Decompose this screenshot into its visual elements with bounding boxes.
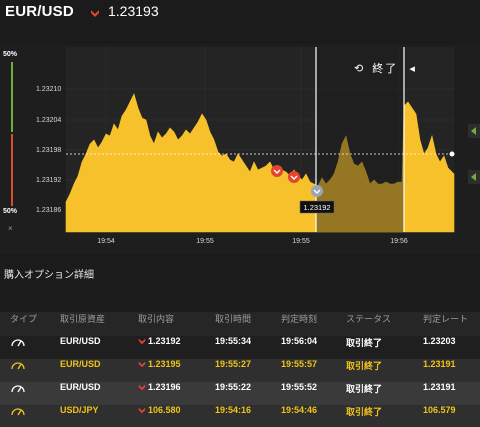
down-chevron-icon: [138, 361, 146, 368]
current-rate: 1.23193: [108, 3, 159, 19]
table-row[interactable]: EUR/USD 1.23196 19:55:22 19:55:52 取引終了 1.2319…: [0, 382, 480, 405]
price-chart[interactable]: 1.23210 1.23204 1.23198 1.23192 1.23186 19:5…: [0, 44, 480, 254]
x-tick-label: 19:55: [292, 238, 310, 245]
header-bar: EUR/USD 1.23193: [0, 0, 480, 28]
cell-asset: EUR/USD: [60, 382, 101, 392]
th-time: 取引時間: [215, 314, 252, 324]
cell-content: 1.23196: [138, 382, 181, 392]
gauge-top-label: 50%: [3, 51, 18, 58]
y-tick-label: 1.23210: [36, 86, 61, 93]
th-type: タイプ: [10, 314, 38, 324]
close-icon[interactable]: ×: [8, 224, 13, 233]
th-content: 取引内容: [138, 314, 175, 324]
marker-up-1: [271, 165, 283, 177]
down-chevron-icon: [138, 338, 146, 345]
down-chevron-icon: [138, 407, 146, 414]
expiry-label: 終了: [372, 63, 399, 75]
sentiment-gauge: 50% 50% ×: [0, 44, 24, 244]
section-title: 購入オプション詳細: [4, 270, 94, 281]
table-header: タイプ 取引原資産 取引内容 取引時間 判定時刻 ステータス 判定レート: [0, 312, 480, 336]
cell-judge-rate: 1.23191: [423, 359, 456, 369]
price-tooltip: 1.23192: [303, 203, 330, 212]
gauge-bottom-label: 50%: [3, 208, 18, 215]
cell-time: 19:55:27: [215, 359, 252, 369]
chart-panel: 50% 50% × 1.23210 1.23204 1.23198 1.23192 1.…: [0, 44, 480, 254]
marker-current: [311, 185, 323, 197]
expiry-tag: ⟲ 終了 ◂: [354, 60, 415, 76]
th-status: ステータス: [346, 314, 392, 324]
cell-judge-time: 19:54:46: [281, 405, 318, 415]
cell-status: 取引終了: [346, 361, 383, 371]
gauge-icon: [10, 359, 26, 373]
current-price-dot: [449, 151, 455, 157]
cell-asset: USD/JPY: [60, 405, 99, 415]
gauge-icon: [10, 336, 26, 350]
y-tick-label: 1.23186: [36, 207, 61, 214]
y-tick-label: 1.23198: [36, 147, 61, 154]
cell-content-value: 1.23195: [148, 359, 181, 369]
th-asset: 取引原資産: [60, 314, 106, 324]
side-tab-up[interactable]: [468, 124, 480, 138]
table-row[interactable]: EUR/USD 1.23192 19:55:34 19:56:04 取引終了 1.2320…: [0, 336, 480, 359]
cell-asset: EUR/USD: [60, 336, 101, 346]
y-tick-label: 1.23204: [36, 117, 61, 124]
table-row[interactable]: EUR/USD 1.23195 19:55:27 19:55:57 取引終了 1.2319…: [0, 359, 480, 382]
cell-content: 106.580: [138, 405, 181, 415]
down-chevron-icon: [138, 384, 146, 391]
cell-status: 取引終了: [346, 338, 383, 348]
cell-time: 19:55:22: [215, 382, 252, 392]
cell-time: 19:54:16: [215, 405, 252, 415]
arrow-left-icon: ◂: [409, 63, 415, 75]
asset-pair-title[interactable]: EUR/USD: [5, 3, 74, 20]
x-tick-label: 19:56: [390, 238, 408, 245]
th-rate: 判定レート: [423, 314, 469, 324]
gauge-icon: [10, 382, 26, 396]
cell-status: 取引終了: [346, 384, 383, 394]
cell-content: 1.23192: [138, 336, 181, 346]
cell-content-value: 1.23196: [148, 382, 181, 392]
price-tooltip-box: [299, 200, 335, 214]
side-tab-down[interactable]: [468, 170, 480, 184]
cell-time: 19:55:34: [215, 336, 252, 346]
th-judge: 判定時刻: [281, 314, 318, 324]
x-tick-label: 19:54: [97, 238, 115, 245]
down-chevron-icon: [91, 10, 99, 17]
x-tick-label: 19:55: [196, 238, 214, 245]
cell-judge-rate: 1.23203: [423, 336, 456, 346]
cell-content-value: 1.23192: [148, 336, 181, 346]
cell-status: 取引終了: [346, 407, 383, 417]
option-details-table: タイプ 取引原資産 取引内容 取引時間 判定時刻 ステータス 判定レート EUR…: [0, 312, 480, 427]
gauge-down-bar: [11, 134, 13, 206]
y-tick-label: 1.23192: [36, 177, 61, 184]
cell-judge-rate: 106.579: [423, 405, 456, 415]
cell-judge-time: 19:55:57: [281, 359, 318, 369]
gauge-up-bar: [11, 62, 13, 132]
clock-icon: ⟲: [354, 63, 364, 75]
cell-asset: EUR/USD: [60, 359, 101, 369]
price-area: [65, 93, 455, 233]
cell-content: 1.23195: [138, 359, 181, 369]
gauge-icon: [10, 405, 26, 419]
marker-up-2: [288, 171, 300, 183]
cell-judge-rate: 1.23191: [423, 382, 456, 392]
cell-judge-time: 19:55:52: [281, 382, 318, 392]
cell-judge-time: 19:56:04: [281, 336, 318, 346]
cell-content-value: 106.580: [148, 405, 181, 415]
table-row[interactable]: USD/JPY 106.580 19:54:16 19:54:46 取引終了 106.57…: [0, 405, 480, 427]
